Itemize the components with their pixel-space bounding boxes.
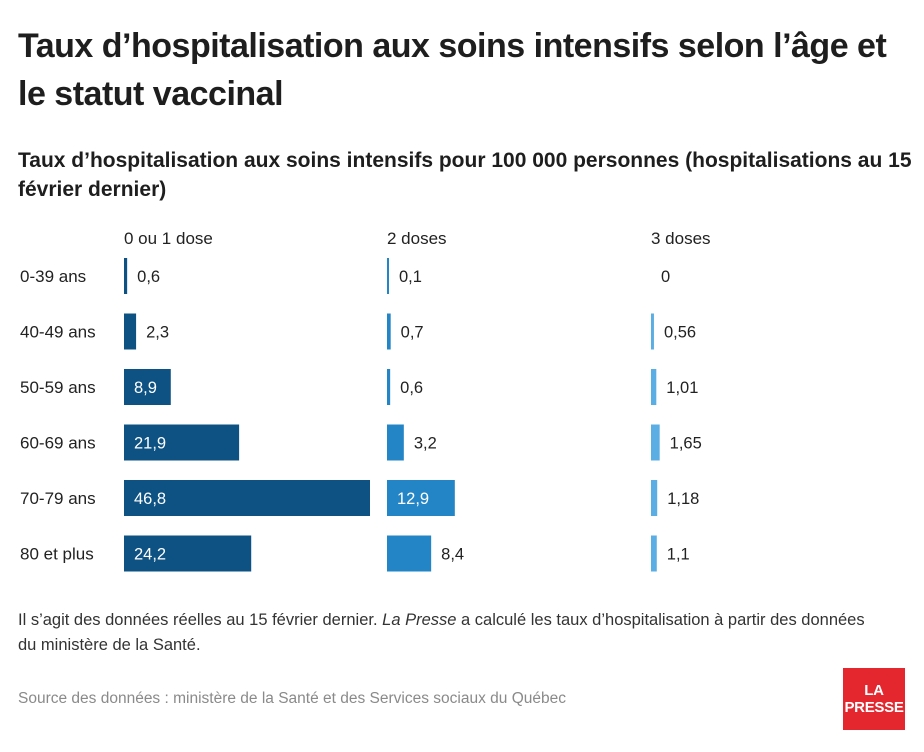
category-label: 60-69 ans [20, 434, 96, 453]
bar [651, 424, 660, 461]
data-label: 1,01 [666, 379, 698, 397]
data-label: 21,9 [134, 435, 166, 453]
bar [387, 258, 389, 294]
chart-note: Il s’agit des données réelles au 15 févr… [18, 608, 878, 658]
logo-line-1: LA [864, 682, 884, 699]
bar [387, 480, 455, 516]
bar [124, 535, 252, 572]
bar [387, 313, 391, 350]
bar [651, 369, 657, 405]
data-label: 24,2 [134, 546, 166, 564]
data-label: 12,9 [397, 490, 429, 508]
bar [124, 369, 171, 405]
data-source: Source des données : ministère de la San… [18, 690, 566, 707]
data-label: 8,9 [134, 379, 157, 397]
la-presse-logo: LA PRESSE [843, 668, 905, 730]
logo-line-2: PRESSE [844, 699, 904, 716]
chart-title: Taux d’hospitalisation aux soins intensi… [18, 27, 887, 113]
data-label: 1,1 [667, 546, 690, 564]
bar [387, 535, 432, 572]
data-label: 0,6 [400, 379, 423, 397]
series-header: 3 doses [651, 229, 711, 248]
data-label: 8,4 [441, 546, 464, 564]
series-header: 0 ou 1 dose [124, 229, 213, 248]
data-label: 3,2 [414, 435, 437, 453]
bar [387, 424, 404, 461]
category-label: 40-49 ans [20, 323, 96, 342]
data-label: 0,7 [401, 324, 424, 342]
bar-chart: 0-39 ans 40-49 ans 50-59 ans 60-69 ans 70-79… [20, 229, 711, 572]
note-publication-name: La Presse [382, 611, 457, 629]
data-label: 0,1 [399, 268, 422, 286]
bar [124, 313, 137, 350]
category-label: 0-39 ans [20, 267, 86, 286]
data-label: 0 [661, 268, 670, 286]
chart-subtitle: Taux d’hospitalisation aux soins intensi… [18, 149, 912, 201]
bar [651, 535, 657, 572]
data-label: 2,3 [146, 324, 169, 342]
data-label: 1,65 [670, 435, 702, 453]
category-label: 80 et plus [20, 545, 94, 564]
bar [651, 480, 658, 516]
data-label: 1,18 [667, 490, 699, 508]
note-text-before: Il s’agit des données réelles au 15 févr… [18, 611, 383, 629]
category-label: 50-59 ans [20, 378, 96, 397]
bar [651, 313, 654, 350]
data-label: 0,6 [137, 268, 160, 286]
bar [124, 424, 240, 461]
data-label: 0,56 [664, 324, 696, 342]
bar [124, 480, 370, 516]
data-label: 46,8 [134, 490, 166, 508]
series-header: 2 doses [387, 229, 447, 248]
note-text-after: a calculé les taux d’hospitalisation à p… [18, 611, 865, 654]
bar [124, 258, 128, 294]
bar [387, 369, 391, 405]
category-label: 70-79 ans [20, 489, 96, 508]
